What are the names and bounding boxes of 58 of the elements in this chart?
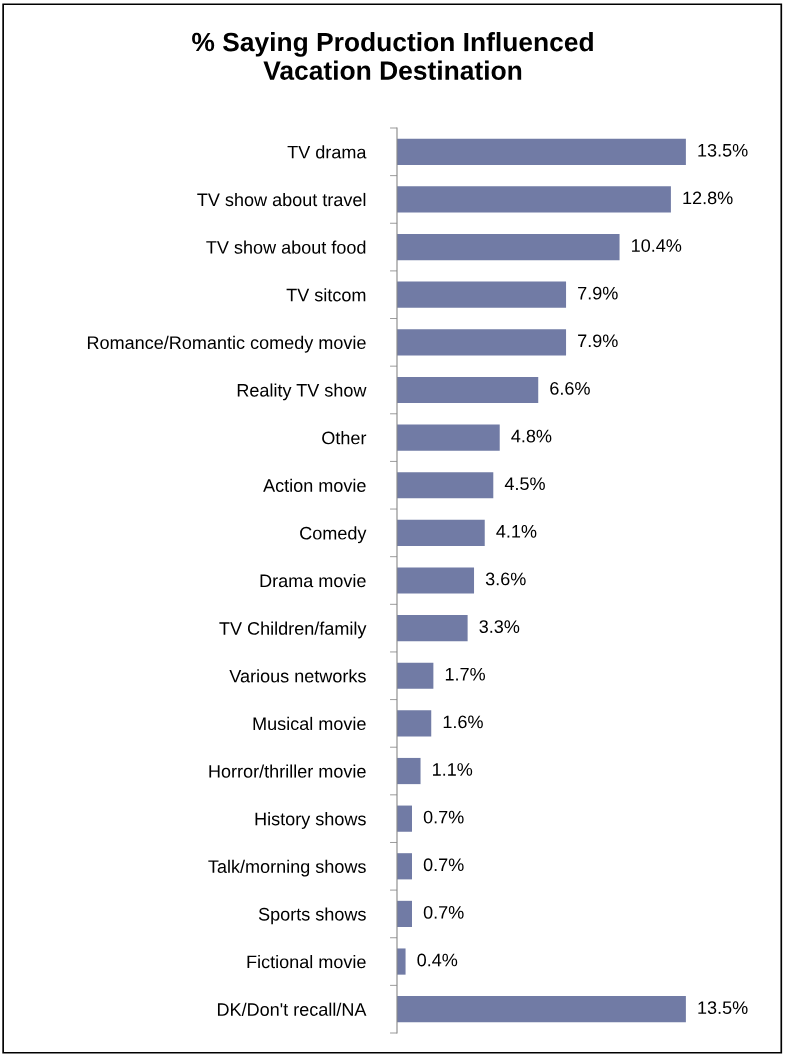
bar	[397, 472, 494, 499]
data-label: 0.7%	[423, 858, 464, 872]
y-tick-label: Musical movie	[253, 716, 366, 731]
data-label: 1.7%	[445, 667, 485, 681]
bar	[397, 281, 567, 308]
y-tick-label: Horror/thriller movie	[209, 764, 366, 778]
y-tick-label: Reality TV show	[237, 383, 367, 401]
bar	[397, 757, 421, 785]
bar	[397, 710, 432, 737]
data-label: 6.6%	[550, 382, 590, 395]
bar	[397, 567, 475, 594]
chart-title: % Saying Production Influenced Vacation Destination	[192, 32, 593, 80]
data-label: 13.5%	[698, 1001, 748, 1015]
data-label: 12.8%	[683, 191, 733, 205]
bar	[397, 519, 485, 546]
y-tick-label: TV drama	[287, 145, 367, 159]
y-tick-label: TV sitcom	[286, 288, 366, 302]
data-label: 0.7%	[423, 810, 464, 824]
bar	[397, 615, 468, 642]
bar	[397, 662, 434, 689]
data-label: 3.3%	[479, 620, 520, 633]
bar	[397, 186, 671, 213]
y-tick-label: Fictional movie	[247, 955, 366, 969]
data-label: 1.6%	[443, 715, 483, 729]
y-tick-label: TV show about food	[206, 240, 366, 254]
y-tick-label: Comedy	[300, 526, 367, 544]
data-label: 7.9%	[578, 286, 618, 300]
y-tick-label: Various networks	[229, 669, 366, 683]
data-label: 0.4%	[417, 953, 458, 967]
bar	[397, 900, 412, 928]
data-label: 4.8%	[511, 429, 552, 443]
bar	[397, 424, 500, 451]
data-label: 4.5%	[504, 477, 545, 491]
y-tick-label: TV show about travel	[197, 192, 366, 207]
y-tick-label: Romance/Romantic comedy movie	[87, 335, 366, 353]
bar	[397, 805, 412, 832]
y-tick-label: TV Children/family	[219, 621, 367, 639]
bar	[397, 233, 620, 261]
y-tick-label: Other	[322, 431, 367, 445]
y-tick-label: DK/Don't recall/NA	[217, 1002, 367, 1016]
data-label: 4.1%	[496, 525, 537, 538]
y-tick-label: Sports shows	[258, 907, 366, 925]
y-tick-label: Talk/morning shows	[208, 859, 366, 877]
y-tick-label: Drama movie	[260, 573, 366, 588]
bar	[397, 948, 406, 975]
data-label: 10.4%	[632, 239, 682, 252]
data-label: 7.9%	[578, 334, 618, 348]
bar	[397, 376, 539, 404]
bar	[397, 853, 412, 880]
bar	[397, 329, 567, 356]
bar	[397, 996, 686, 1023]
data-label: 13.5%	[698, 143, 748, 157]
data-label: 1.1%	[433, 763, 473, 776]
y-tick-label: History shows	[255, 812, 366, 829]
data-label: 0.7%	[423, 905, 464, 919]
y-tick-label: Action movie	[263, 478, 366, 492]
bar	[397, 138, 686, 165]
data-label: 3.6%	[485, 572, 526, 586]
